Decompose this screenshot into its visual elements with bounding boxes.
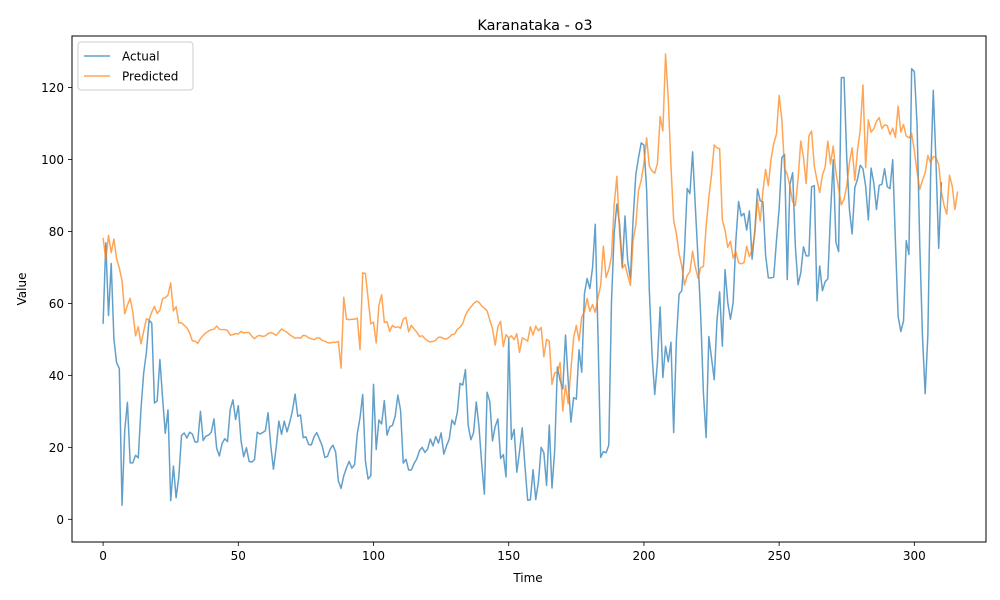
series-layer [102,53,959,507]
plot-frame [71,35,987,543]
y-axis-title: Value [15,273,29,306]
series-line-predicted [102,53,959,412]
x-tick-label: 300 [903,549,926,563]
y-tick-label: 40 [49,369,64,383]
x-axis-ticks: 0 50 100 150 200 250 300 [99,542,926,563]
x-tick-label: 100 [362,549,385,563]
x-tick-label: 150 [497,549,520,563]
legend-label-actual: Actual [122,50,160,64]
y-tick-label: 120 [41,81,64,95]
y-tick-label: 100 [41,153,64,167]
y-tick-label: 20 [49,441,64,455]
x-tick-label: 0 [99,549,107,563]
legend: Actual Predicted [77,41,194,91]
y-axis-ticks: 0 20 40 60 80 100 120 [41,81,72,527]
legend-label-predicted: Predicted [122,70,178,84]
x-tick-label: 250 [768,549,791,563]
y-tick-label: 0 [56,513,64,527]
x-axis-title: Time [512,571,542,585]
chart-title: Karanataka - o3 [477,18,592,34]
x-tick-label: 200 [632,549,655,563]
plot-area: 0 50 100 150 200 250 300 0 20 40 60 80 100 120 [41,35,987,563]
y-tick-label: 80 [49,225,64,239]
x-tick-label: 50 [231,549,246,563]
y-tick-label: 60 [49,297,64,311]
legend-box [77,41,194,91]
series-line-actual [102,68,943,507]
